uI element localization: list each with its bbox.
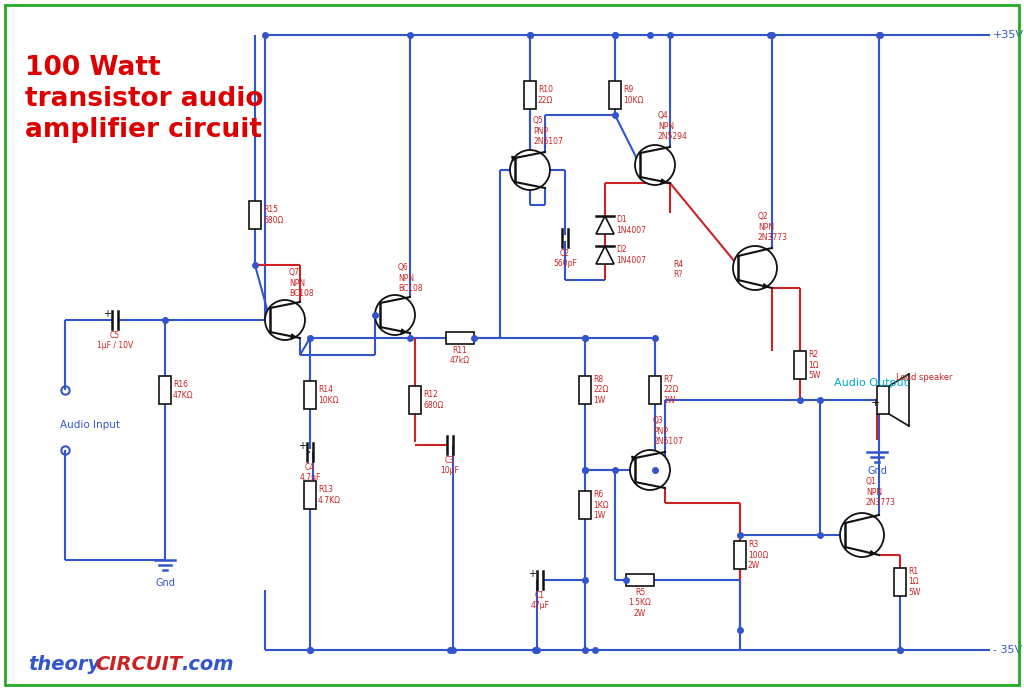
Circle shape: [840, 513, 884, 557]
Bar: [304, 381, 316, 409]
Text: +35V: +35V: [993, 30, 1024, 40]
Text: Q1
NPN
2N3773: Q1 NPN 2N3773: [866, 477, 896, 507]
Text: R7
22Ω
1W: R7 22Ω 1W: [663, 375, 678, 405]
Circle shape: [375, 295, 415, 335]
Bar: [894, 568, 906, 596]
Bar: [626, 574, 654, 586]
Text: theory: theory: [28, 656, 100, 675]
Bar: [249, 201, 261, 229]
Text: C1
47μF: C1 47μF: [530, 591, 550, 611]
Text: +: +: [870, 398, 880, 408]
Text: Q5
PNP
2N6107: Q5 PNP 2N6107: [534, 116, 563, 146]
Text: R3
100Ω
2W: R3 100Ω 2W: [748, 540, 768, 570]
Text: C5
1μF / 10V: C5 1μF / 10V: [97, 331, 133, 351]
Text: R16
47KΩ: R16 47KΩ: [173, 380, 194, 400]
Circle shape: [630, 450, 670, 490]
Text: R14
10KΩ: R14 10KΩ: [318, 385, 339, 405]
Bar: [579, 491, 591, 519]
Text: C3
10μF: C3 10μF: [440, 456, 460, 475]
Text: R9
10KΩ: R9 10KΩ: [623, 86, 643, 105]
Text: R6
1KΩ
1W: R6 1KΩ 1W: [593, 490, 608, 520]
Text: Q7
NPN
BC108: Q7 NPN BC108: [289, 268, 313, 298]
Circle shape: [265, 300, 305, 340]
Polygon shape: [596, 216, 614, 234]
Text: - 35V: - 35V: [993, 645, 1022, 655]
Text: D2
1N4007: D2 1N4007: [616, 246, 646, 265]
Text: +: +: [103, 309, 111, 319]
Text: R13
4.7KΩ: R13 4.7KΩ: [318, 485, 341, 504]
Text: Gnd: Gnd: [867, 466, 887, 476]
Text: Q3
PNP
2N6107: Q3 PNP 2N6107: [653, 416, 683, 446]
Circle shape: [510, 150, 550, 190]
Text: R5
1.5KΩ
2W: R5 1.5KΩ 2W: [629, 588, 651, 618]
Text: Q4
NPN
2N5294: Q4 NPN 2N5294: [658, 111, 688, 141]
Bar: [877, 386, 889, 414]
Text: R8
22Ω
1W: R8 22Ω 1W: [593, 375, 608, 405]
Text: D1
1N4007: D1 1N4007: [616, 215, 646, 235]
Text: C4
4.7μF: C4 4.7μF: [299, 463, 321, 482]
Bar: [159, 376, 171, 404]
Text: R10
22Ω: R10 22Ω: [538, 86, 553, 105]
Text: .com: .com: [181, 656, 233, 675]
Polygon shape: [596, 246, 614, 264]
Bar: [524, 81, 536, 109]
Text: R15
680Ω: R15 680Ω: [263, 206, 284, 225]
Text: +: +: [528, 569, 536, 579]
Bar: [579, 376, 591, 404]
Text: R2
1Ω
5W: R2 1Ω 5W: [808, 350, 820, 380]
Text: R1
1Ω
5W: R1 1Ω 5W: [908, 567, 921, 597]
Bar: [734, 541, 746, 569]
Text: Q2
NPN
2N3773: Q2 NPN 2N3773: [758, 213, 788, 242]
Text: C2
560pF: C2 560pF: [553, 249, 577, 268]
Circle shape: [733, 246, 777, 290]
Text: 100 Watt
transistor audio
amplifier circuit: 100 Watt transistor audio amplifier circ…: [25, 55, 263, 143]
Text: R11
47kΩ: R11 47kΩ: [450, 346, 470, 366]
Text: Loud speaker: Loud speaker: [896, 373, 952, 382]
Circle shape: [635, 145, 675, 185]
Text: Q6
NPN
BC108: Q6 NPN BC108: [398, 263, 423, 293]
Text: Gnd: Gnd: [155, 578, 175, 588]
Text: Audio Output: Audio Output: [834, 378, 908, 388]
Text: R12
680Ω: R12 680Ω: [423, 391, 443, 410]
Text: R4
R?: R4 R?: [673, 260, 683, 279]
Bar: [794, 351, 806, 379]
Text: +: +: [298, 441, 306, 451]
Bar: [649, 376, 662, 404]
Bar: [304, 481, 316, 509]
Text: Audio Input: Audio Input: [60, 420, 120, 430]
Bar: [446, 332, 474, 344]
Text: CIRCUIT: CIRCUIT: [95, 656, 182, 675]
Bar: [409, 386, 421, 414]
Bar: [609, 81, 621, 109]
